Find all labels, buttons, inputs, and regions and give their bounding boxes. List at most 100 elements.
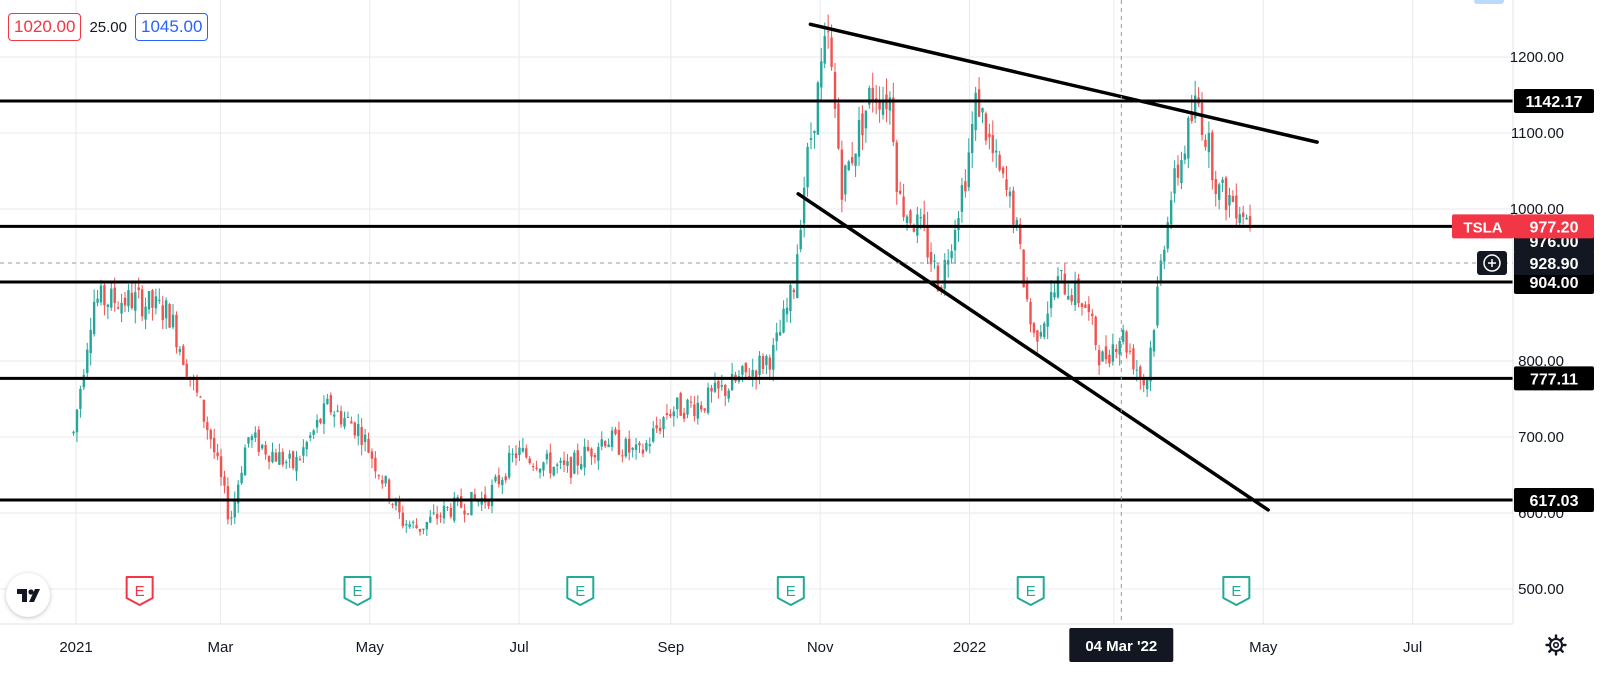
candle [586,440,590,452]
candle [271,442,274,464]
candle [127,284,130,312]
candle [713,372,717,394]
candle-body [871,87,874,101]
candle-body [278,452,281,465]
candle [425,521,429,537]
candle-body [933,260,936,262]
gear-icon[interactable] [1545,634,1567,656]
candle-body [569,457,573,478]
candle [326,393,329,405]
candle [579,456,583,471]
candle [1121,324,1125,345]
candle-body [799,229,802,250]
candle-body [658,427,662,432]
candle-body [333,414,336,417]
candle-body [1149,347,1152,382]
candle-body [792,289,796,293]
candle [977,77,981,118]
level-badge-label: 777.11 [1530,371,1578,388]
candle-body [744,362,748,373]
tradingview-logo-icon[interactable] [6,573,50,617]
candle [274,448,278,462]
candle [1118,337,1121,366]
candle-body [576,450,579,466]
candle [802,176,806,238]
candle-body [103,285,106,306]
candle-body [912,228,916,232]
candle [418,528,422,536]
earnings-marker: E [1222,576,1251,606]
candle [531,463,535,472]
price-axis-button[interactable] [1474,0,1504,4]
candle [254,426,257,442]
candle [816,80,820,135]
candle-body [309,435,312,438]
candle [86,342,89,379]
candle-body [727,390,730,399]
plus-circle-icon [1483,254,1501,272]
candle [974,86,977,141]
candle [367,432,370,454]
candle [415,518,418,529]
candle [1204,134,1207,151]
buy-price-button[interactable]: 1045.00 [135,13,209,41]
candle [144,297,147,330]
candle [154,288,158,315]
candle [538,468,542,479]
candle [1169,191,1173,230]
candle-body [1190,111,1193,122]
candle-body [487,500,490,507]
candle [686,398,689,419]
candle [947,249,950,278]
earnings-marker: E [776,576,805,606]
candle [521,438,525,453]
candle [466,513,470,516]
candle-body [1073,281,1077,306]
sell-price-button[interactable]: 1020.00 [8,13,82,41]
candle [1183,145,1187,165]
candle [1128,343,1132,355]
candle-body [291,451,295,469]
candle-body [79,388,82,409]
candle [140,285,144,321]
candle [943,253,946,296]
level-badge-bg [1514,88,1594,113]
candle [470,491,473,516]
candle-body [1101,351,1104,362]
candle-body [1121,329,1125,342]
candle [1228,187,1231,218]
candle-body [1139,366,1142,379]
candle [1049,280,1053,318]
candle [1163,245,1166,270]
candle-body [648,444,651,447]
candle [1238,206,1241,226]
candle-body [724,384,727,396]
candle [566,454,569,473]
candle-body [761,356,765,370]
time-tick-label: Mar [208,639,234,656]
candle [995,139,998,168]
candle-body [820,61,823,88]
candle [103,283,106,316]
candle-body [1067,295,1070,300]
candle-body [604,441,607,447]
candle [329,392,333,416]
candle-body [140,289,144,317]
candle [353,421,357,439]
candle [1067,283,1070,300]
candle [967,138,970,192]
candle-body [850,157,854,164]
candle [1015,217,1019,231]
candle [1053,281,1056,301]
candle [590,447,593,465]
candle [782,300,785,334]
candle [518,440,521,461]
candle-body [775,332,778,342]
candle-body [847,161,850,171]
candle [971,111,974,169]
candle [991,120,994,162]
time-tick-label: Sep [658,639,685,656]
candle-body [353,422,357,436]
candle [288,450,291,469]
